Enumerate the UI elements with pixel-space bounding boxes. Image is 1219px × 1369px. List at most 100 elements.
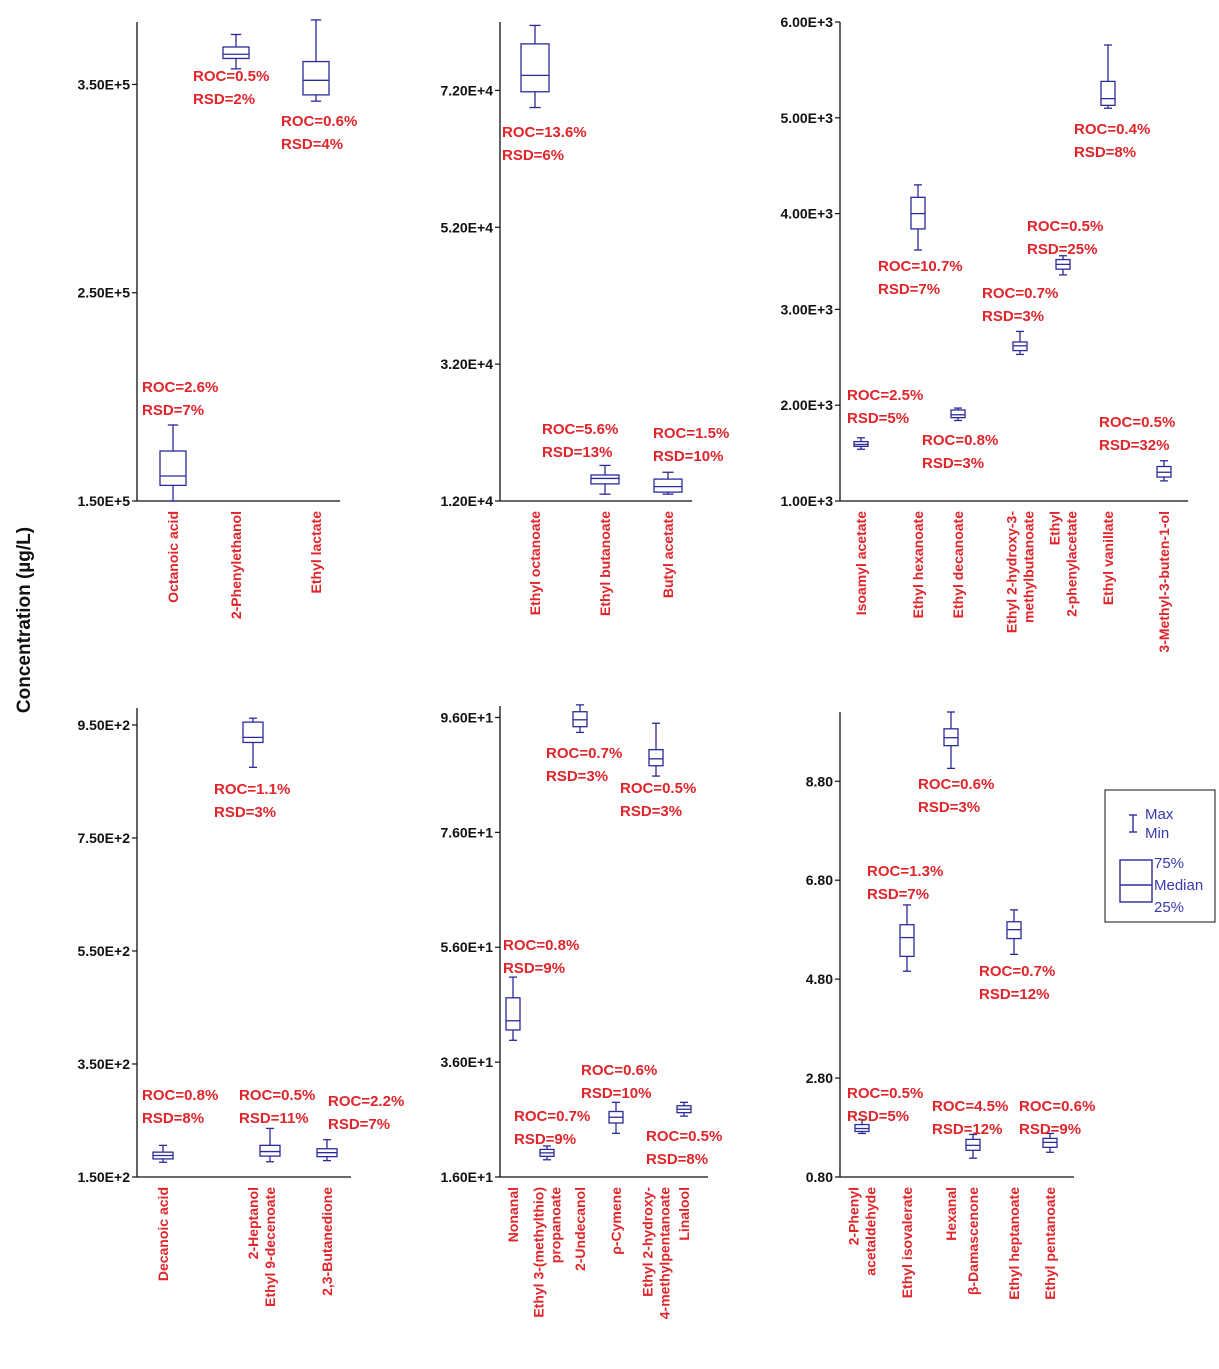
- box-2-undecanol: [572, 704, 588, 734]
- rsd-annotation: RSD=25%: [1027, 241, 1097, 258]
- box-ethyl-3-methylthio-propanoate: [539, 1145, 555, 1161]
- rsd-annotation: RSD=9%: [514, 1131, 576, 1148]
- panel-5: 1.60E+1 3.60E+1 5.60E+1 7.60E+1 9.60E+1 Nonan…: [440, 704, 722, 1319]
- category-label: β-Damascenone: [965, 1187, 981, 1295]
- iqr-box: [648, 749, 664, 767]
- box-isoamyl-acetate: [853, 437, 869, 450]
- y-tick-label: 7.60E+1: [440, 824, 493, 840]
- category-label: Ethyl lactate: [308, 511, 324, 594]
- rsd-annotation: RSD=3%: [546, 768, 608, 785]
- box-2-phenylethanol: [222, 33, 250, 70]
- y-tick-label: 3.20E+4: [440, 356, 493, 372]
- roc-annotation: ROC=0.8%: [922, 432, 998, 449]
- roc-annotation: ROC=0.5%: [239, 1087, 315, 1104]
- rsd-annotation: RSD=7%: [878, 281, 940, 298]
- category-label: 2-Undecanol: [572, 1187, 588, 1271]
- legend-q1-label: 25%: [1154, 899, 1184, 916]
- rsd-annotation: RSD=3%: [982, 308, 1044, 325]
- legend-median-label: Median: [1154, 877, 1203, 894]
- box-ethyl-2-phenylacetate: [1055, 255, 1071, 276]
- y-tick-label: 5.50E+2: [77, 943, 130, 959]
- category-label: Ethyl pentanoate: [1042, 1187, 1058, 1300]
- box-3-methyl-3-buten-1-ol: [1156, 460, 1172, 482]
- category-label: 2-Heptanol: [245, 1187, 261, 1259]
- roc-annotation: ROC=2.5%: [847, 387, 923, 404]
- panel-2: 1.20E+4 3.20E+4 5.20E+4 7.20E+4 Ethyl octano…: [440, 22, 729, 616]
- roc-annotation: ROC=10.7%: [878, 258, 963, 275]
- iqr-box: [653, 478, 683, 493]
- rsd-annotation: RSD=3%: [214, 804, 276, 821]
- iqr-box: [242, 721, 264, 744]
- box-2-phenyl-acetaldehyde: [854, 1118, 870, 1135]
- category-label: Ethyl hexanoate: [910, 511, 926, 619]
- panel-4: 1.50E+2 3.50E+2 5.50E+2 7.50E+2 9.50E+2 Decan…: [77, 708, 404, 1307]
- roc-annotation: ROC=0.5%: [620, 780, 696, 797]
- y-tick-label: 1.60E+1: [440, 1169, 493, 1185]
- category-label: Hexanal: [943, 1187, 959, 1241]
- category-label: ρ-Cymene: [608, 1187, 624, 1255]
- iqr-box: [590, 474, 620, 485]
- rsd-annotation: RSD=12%: [979, 986, 1049, 1003]
- category-label: Ethyl decanoate: [950, 511, 966, 619]
- legend-max-label: Max: [1145, 806, 1174, 823]
- roc-annotation: ROC=0.5%: [1027, 218, 1103, 235]
- y-tick-label: 2.50E+5: [77, 285, 130, 301]
- roc-annotation: ROC=0.7%: [514, 1108, 590, 1125]
- rsd-annotation: RSD=12%: [932, 1121, 1002, 1138]
- category-label: Ethyl 2-hydroxy-: [640, 1187, 656, 1297]
- box-ethyl-decanoate: [950, 407, 966, 422]
- y-tick-label: 8.80: [806, 773, 833, 789]
- rsd-annotation: RSD=8%: [142, 1110, 204, 1127]
- box-ethyl-2-hydroxy-4-methylpentanoate: [648, 722, 664, 777]
- rsd-annotation: RSD=3%: [922, 455, 984, 472]
- box-nonanal: [505, 976, 521, 1041]
- box-linalool: [676, 1101, 692, 1117]
- y-tick-label: 9.50E+2: [77, 717, 130, 733]
- y-tick-label: 4.80: [806, 971, 833, 987]
- iqr-box: [259, 1144, 281, 1157]
- iqr-box: [950, 409, 966, 419]
- y-tick-label: 0.80: [806, 1169, 833, 1185]
- rsd-annotation: RSD=2%: [193, 91, 255, 108]
- rsd-annotation: RSD=3%: [918, 799, 980, 816]
- category-label: Nonanal: [505, 1187, 521, 1242]
- box-ethyl-vanillate: [1100, 44, 1116, 109]
- roc-annotation: ROC=0.6%: [1019, 1098, 1095, 1115]
- category-label: Ethyl octanoate: [527, 511, 543, 615]
- rsd-annotation: RSD=32%: [1099, 437, 1169, 454]
- iqr-box: [1100, 80, 1116, 106]
- y-tick-label: 6.80: [806, 872, 833, 888]
- category-label: Butyl acetate: [660, 511, 676, 598]
- box-butyl-acetate: [653, 471, 683, 495]
- y-tick-label: 7.20E+4: [440, 82, 493, 98]
- category-label: 2-phenylacetate: [1064, 511, 1080, 617]
- roc-annotation: ROC=0.5%: [847, 1085, 923, 1102]
- iqr-box: [302, 60, 330, 96]
- roc-annotation: ROC=2.2%: [328, 1093, 404, 1110]
- legend-frame: [1104, 789, 1216, 923]
- category-label: 2,3-Butanedione: [319, 1187, 335, 1296]
- y-tick-label: 2.80: [806, 1070, 833, 1086]
- category-label: Ethyl 3-(methylthio): [531, 1187, 547, 1318]
- legend: Max Min 75% Median 25%: [1104, 789, 1216, 923]
- category-label: 3-Methyl-3-buten-1-ol: [1156, 511, 1172, 653]
- category-label: 2-Phenyl: [846, 1187, 862, 1245]
- category-label: propanoate: [548, 1187, 564, 1263]
- category-label: Octanoic acid: [165, 511, 181, 603]
- roc-annotation: ROC=1.5%: [653, 425, 729, 442]
- roc-annotation: ROC=1.1%: [214, 781, 290, 798]
- rsd-annotation: RSD=10%: [581, 1085, 651, 1102]
- roc-annotation: ROC=0.7%: [979, 963, 1055, 980]
- y-tick-label: 1.20E+4: [440, 493, 493, 509]
- category-label: Ethyl butanoate: [597, 511, 613, 616]
- roc-annotation: ROC=2.6%: [142, 379, 218, 396]
- y-tick-label: 1.50E+2: [77, 1169, 130, 1185]
- legend-min-label: Min: [1145, 825, 1169, 842]
- box-2-3-butanedione: [316, 1139, 338, 1162]
- category-label: Ethyl vanillate: [1100, 511, 1116, 605]
- rsd-annotation: RSD=8%: [646, 1151, 708, 1168]
- box-ethyl-isovalerate: [899, 904, 915, 972]
- rsd-annotation: RSD=10%: [653, 448, 723, 465]
- box-ethyl-pentanoate: [1042, 1132, 1058, 1153]
